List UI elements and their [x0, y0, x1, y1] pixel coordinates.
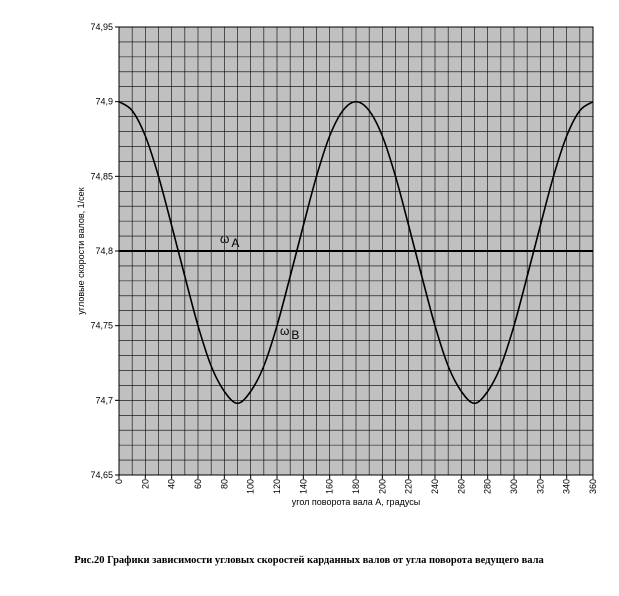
x-tick-label: 180 — [351, 479, 361, 494]
x-axis-label: угол поворота вала А, градусы — [292, 497, 420, 507]
y-tick-label: 74,65 — [90, 470, 113, 480]
y-tick-label: 74,95 — [90, 22, 113, 32]
x-tick-label: 60 — [193, 479, 203, 489]
x-tick-label: 260 — [456, 479, 466, 494]
y-axis-label: угловые скорости валов, 1/сек — [76, 187, 86, 314]
x-tick-label: 100 — [246, 479, 256, 494]
x-tick-label: 40 — [167, 479, 177, 489]
y-tick-label: 74,85 — [90, 171, 113, 181]
y-tick-label: 74,8 — [95, 246, 113, 256]
x-tick-label: 340 — [562, 479, 572, 494]
x-tick-label: 220 — [404, 479, 414, 494]
x-tick-label: 300 — [509, 479, 519, 494]
series-line — [118, 100, 594, 405]
x-tick-label: 20 — [140, 479, 150, 489]
x-tick-label: 120 — [272, 479, 282, 494]
caption: Рис.20 Графики зависимости угловых скоро… — [74, 555, 544, 566]
x-tick-label: 80 — [219, 479, 229, 489]
x-tick-label: 360 — [588, 479, 598, 494]
x-tick-label: 160 — [325, 479, 335, 494]
x-tick-label: 200 — [377, 479, 387, 494]
y-tick-label: 74,7 — [95, 395, 113, 405]
x-tick-label: 320 — [535, 479, 545, 494]
x-tick-label: 0 — [114, 479, 124, 484]
x-tick-label: 140 — [298, 479, 308, 494]
y-tick-label: 74,9 — [95, 97, 113, 107]
x-tick-label: 280 — [483, 479, 493, 494]
y-tick-label: 74,75 — [90, 321, 113, 331]
x-tick-label: 240 — [430, 479, 440, 494]
